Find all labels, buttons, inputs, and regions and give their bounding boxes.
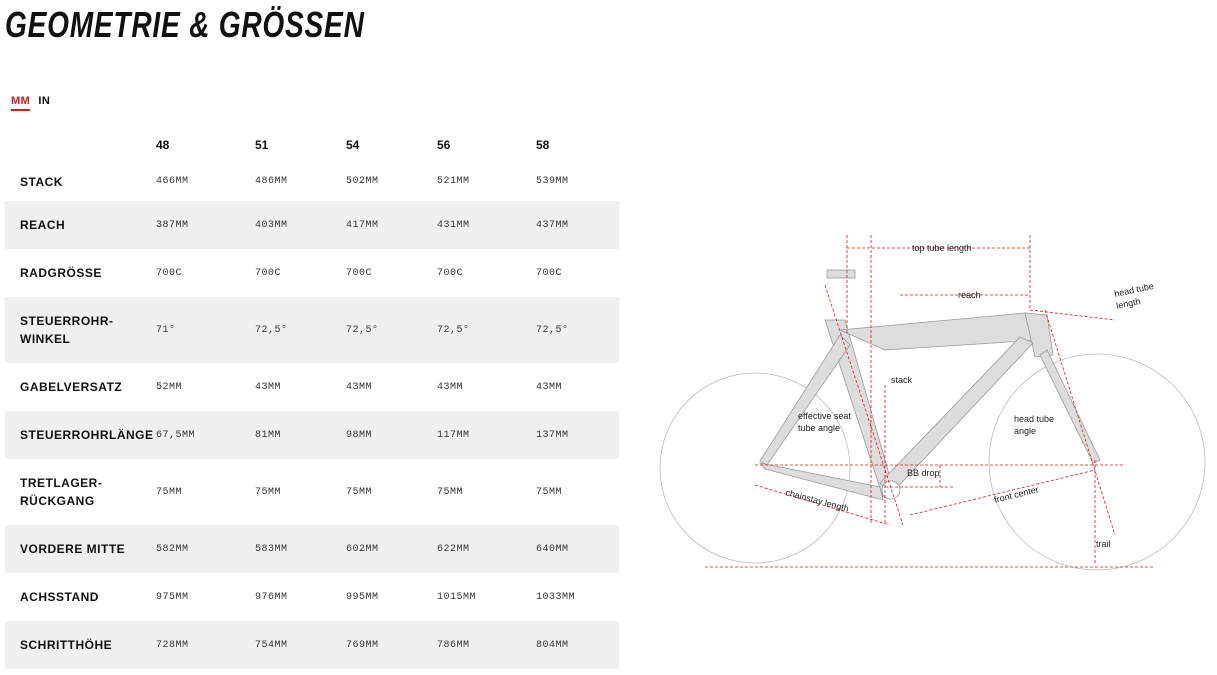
cell-value: 804MM bbox=[536, 639, 569, 651]
cell-value: 72,5° bbox=[346, 324, 379, 336]
table-row: GABELVERSATZ 52MM 43MM 43MM 43MM 43MM bbox=[5, 363, 619, 411]
row-label: REACH bbox=[20, 218, 66, 232]
geometry-diagram: top tube length reach head tube length s… bbox=[659, 235, 1206, 571]
cell-value: 486MM bbox=[255, 176, 288, 187]
cell-value: 52MM bbox=[156, 381, 183, 393]
page-title: GEOMETRIE & GRÖSSEN bbox=[5, 4, 365, 45]
label-top-tube-length: top tube length bbox=[912, 243, 972, 253]
row-label: GABELVERSATZ bbox=[20, 380, 123, 394]
table-row: VORDERE MITTE 582MM 583MM 602MM 622MM 640MM bbox=[5, 525, 619, 573]
cell-value: 75MM bbox=[255, 486, 282, 498]
table-row: REACH 387MM 403MM 417MM 431MM 437MM bbox=[5, 201, 619, 249]
label-front-center: front center bbox=[993, 484, 1040, 505]
cell-value: 975MM bbox=[156, 591, 189, 603]
cell-value: 769MM bbox=[346, 639, 379, 651]
cell-value: 43MM bbox=[346, 381, 373, 393]
table-row: STEUERROHR- WINKEL 71° 72,5° 72,5° 72,5° 72,5… bbox=[5, 297, 619, 363]
cell-value: 417MM bbox=[346, 219, 379, 231]
cell-value: 521MM bbox=[437, 176, 470, 187]
cell-value: 71° bbox=[156, 324, 176, 336]
row-label: ACHSSTAND bbox=[20, 590, 99, 604]
cell-value: 582MM bbox=[156, 543, 189, 555]
cell-value: 72,5° bbox=[437, 324, 470, 336]
cell-value: 1033MM bbox=[536, 591, 576, 603]
cell-value: 602MM bbox=[346, 543, 379, 555]
table-row: TRETLAGER- RÜCKGANG 75MM 75MM 75MM 75MM 75MM bbox=[5, 459, 619, 525]
unit-in[interactable]: IN bbox=[38, 95, 51, 107]
label-chainstay-length: chainstay length bbox=[784, 487, 849, 513]
cell-value: 700C bbox=[437, 267, 464, 279]
cell-value: 67,5MM bbox=[156, 429, 196, 441]
cell-value: 437MM bbox=[536, 219, 569, 231]
cell-value: 622MM bbox=[437, 543, 470, 555]
cell-value: 539MM bbox=[536, 176, 569, 187]
cell-value: 43MM bbox=[437, 381, 464, 393]
table-row: STEUERROHRLÄNGE 67,5MM 81MM 98MM 117MM 137MM bbox=[5, 411, 619, 459]
unit-toggle: MM IN bbox=[11, 95, 58, 111]
cell-value: 75MM bbox=[156, 486, 183, 498]
cell-value: 75MM bbox=[346, 486, 373, 498]
row-label: RADGRÖSSE bbox=[20, 266, 102, 280]
row-label: STEUERROHRLÄNGE bbox=[20, 428, 154, 442]
cell-value: 995MM bbox=[346, 591, 379, 603]
cell-value: 976MM bbox=[255, 591, 288, 603]
cell-value: 700C bbox=[255, 267, 282, 279]
cell-value: 72,5° bbox=[536, 324, 569, 336]
row-label: STACK bbox=[20, 174, 63, 189]
label-bb-drop: BB drop bbox=[907, 468, 940, 478]
cell-value: 75MM bbox=[437, 486, 464, 498]
row-label: SCHRITTHÖHE bbox=[20, 638, 113, 652]
cell-value: 700C bbox=[536, 267, 563, 279]
unit-mm[interactable]: MM bbox=[11, 95, 31, 111]
row-label: VORDERE MITTE bbox=[20, 542, 126, 556]
size-header: 54 bbox=[346, 138, 360, 152]
label-stack: stack bbox=[891, 375, 913, 385]
cell-value: 431MM bbox=[437, 219, 470, 231]
row-label: STEUERROHR- WINKEL bbox=[20, 314, 114, 346]
cell-value: 43MM bbox=[255, 381, 282, 393]
cell-value: 700C bbox=[346, 267, 373, 279]
size-header: 58 bbox=[536, 138, 550, 152]
label-seat-tube-angle-1: effective seat bbox=[798, 411, 851, 421]
size-header: 51 bbox=[255, 138, 269, 152]
label-seat-tube-angle-2: tube angle bbox=[798, 423, 840, 433]
size-header: 48 bbox=[156, 138, 170, 152]
cell-value: 502MM bbox=[346, 176, 379, 187]
label-head-tube-angle-2: angle bbox=[1014, 426, 1036, 436]
cell-value: 137MM bbox=[536, 429, 569, 441]
row-label: TRETLAGER- RÜCKGANG bbox=[20, 476, 103, 508]
cell-value: 403MM bbox=[255, 219, 288, 231]
cell-value: 75MM bbox=[536, 486, 563, 498]
cell-value: 786MM bbox=[437, 639, 470, 651]
table-row: RADGRÖSSE 700C 700C 700C 700C 700C bbox=[5, 249, 619, 297]
geometry-table: 48 51 54 56 58 STACK 466MM 486MM 502MM 521MM 539MM… bbox=[5, 128, 619, 669]
cell-value: 700C bbox=[156, 267, 183, 279]
table-row: ACHSSTAND 975MM 976MM 995MM 1015MM 1033MM bbox=[5, 573, 619, 621]
label-trail: trail bbox=[1096, 539, 1111, 549]
cell-value: 387MM bbox=[156, 219, 189, 231]
cell-value: 466MM bbox=[156, 176, 189, 187]
cell-value: 1015MM bbox=[437, 591, 477, 603]
cell-value: 117MM bbox=[437, 429, 470, 441]
cell-value: 98MM bbox=[346, 429, 373, 441]
table-row: STACK 466MM 486MM 502MM 521MM 539MM bbox=[5, 162, 619, 201]
label-reach: reach bbox=[958, 290, 981, 300]
cell-value: 72,5° bbox=[255, 324, 288, 336]
cell-value: 640MM bbox=[536, 543, 569, 555]
label-head-tube-length-2: length bbox=[1115, 296, 1141, 311]
table-row: SCHRITTHÖHE 728MM 754MM 769MM 786MM 804MM bbox=[5, 621, 619, 669]
header-row: 48 51 54 56 58 bbox=[5, 128, 619, 162]
cell-value: 754MM bbox=[255, 639, 288, 651]
label-head-tube-angle-1: head tube bbox=[1014, 414, 1054, 424]
cell-value: 583MM bbox=[255, 543, 288, 555]
cell-value: 728MM bbox=[156, 639, 189, 651]
cell-value: 81MM bbox=[255, 429, 282, 441]
cell-value: 43MM bbox=[536, 381, 563, 393]
size-header: 56 bbox=[437, 138, 451, 152]
